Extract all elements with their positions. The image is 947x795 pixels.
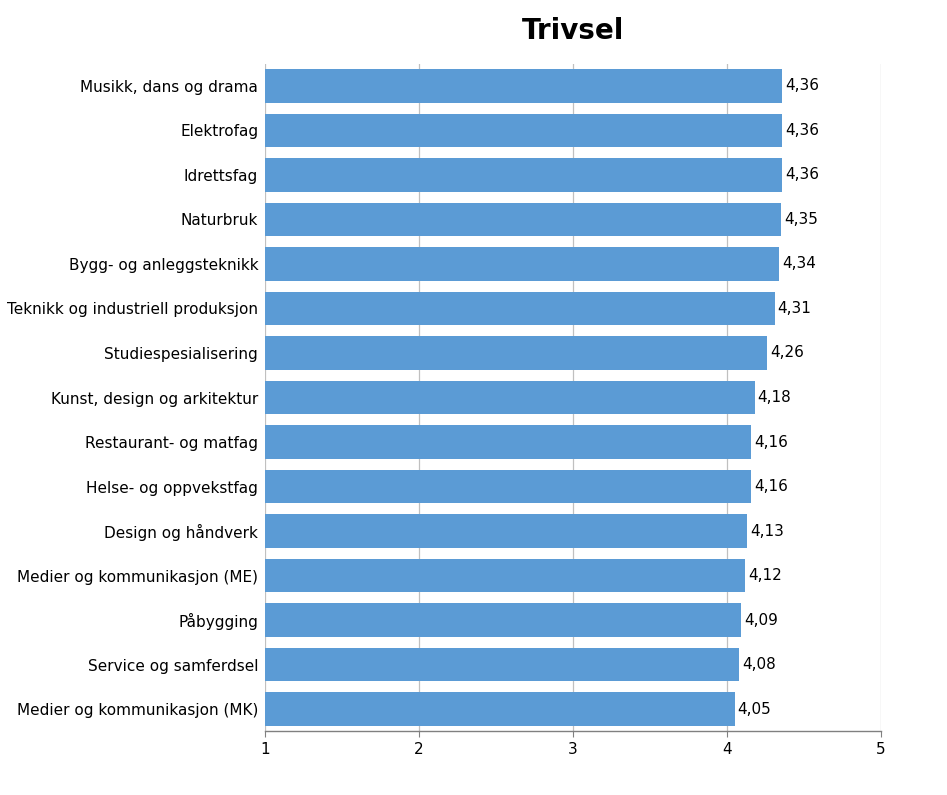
Text: 4,18: 4,18 bbox=[758, 390, 792, 405]
Text: 4,26: 4,26 bbox=[770, 346, 804, 360]
Bar bbox=[265, 470, 752, 503]
Text: 4,16: 4,16 bbox=[755, 435, 789, 449]
Bar bbox=[265, 114, 782, 147]
Text: 4,36: 4,36 bbox=[785, 123, 819, 138]
Text: 4,36: 4,36 bbox=[785, 79, 819, 93]
Bar bbox=[265, 514, 747, 548]
Text: 4,36: 4,36 bbox=[785, 168, 819, 182]
Bar bbox=[265, 692, 735, 726]
Text: 4,08: 4,08 bbox=[742, 657, 776, 672]
Bar bbox=[265, 247, 779, 281]
Bar bbox=[265, 603, 741, 637]
Bar bbox=[265, 158, 782, 192]
Bar bbox=[265, 69, 782, 103]
Text: 4,13: 4,13 bbox=[750, 524, 784, 538]
Text: 4,12: 4,12 bbox=[748, 568, 782, 583]
Text: 4,16: 4,16 bbox=[755, 479, 789, 494]
Text: 4,34: 4,34 bbox=[782, 257, 816, 271]
Bar bbox=[265, 292, 775, 325]
Bar bbox=[265, 648, 740, 681]
Bar bbox=[265, 203, 780, 236]
Text: 4,31: 4,31 bbox=[777, 301, 812, 316]
Text: 4,35: 4,35 bbox=[784, 212, 817, 227]
Bar bbox=[265, 425, 752, 459]
Title: Trivsel: Trivsel bbox=[522, 17, 624, 45]
Text: 4,09: 4,09 bbox=[743, 613, 777, 627]
Text: 4,05: 4,05 bbox=[738, 702, 772, 716]
Bar bbox=[265, 559, 745, 592]
Bar bbox=[265, 336, 767, 370]
Bar bbox=[265, 381, 755, 414]
